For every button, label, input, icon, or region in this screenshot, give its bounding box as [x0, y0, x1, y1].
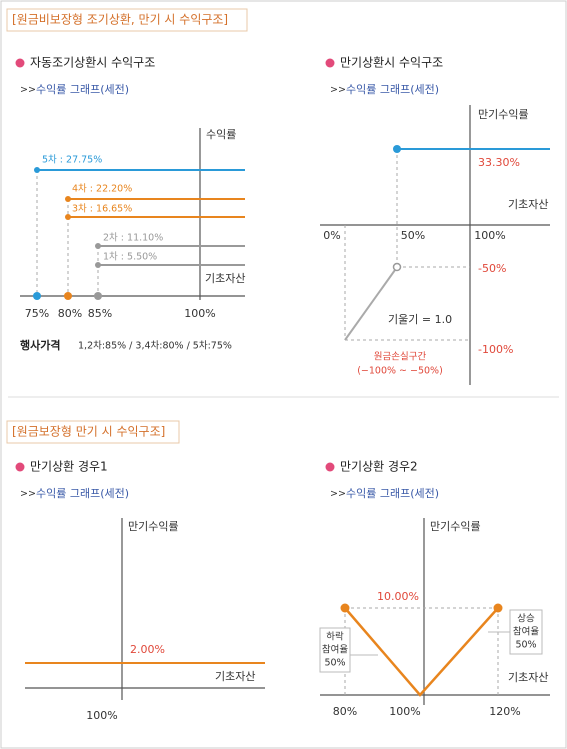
note: 1,2차:85% / 3,4차:80% / 5차:75% [78, 340, 232, 352]
x-label: 기초자산 [508, 671, 548, 684]
dot [393, 145, 401, 153]
heading: 만기상환 경우2 [340, 460, 418, 474]
x-tick: 50% [401, 229, 425, 242]
x-tick: 80% [333, 705, 357, 718]
bullet [15, 58, 25, 68]
sub-marker: >> [330, 85, 346, 96]
sub-heading: 수익률 그래프(세전) [36, 83, 129, 96]
sub-heading: 수익률 그래프(세전) [346, 487, 439, 500]
bullet [325, 462, 335, 472]
heading: 자동조기상환시 수익구조 [30, 56, 155, 70]
sub-marker: >> [20, 85, 36, 96]
sub-marker: >> [330, 489, 346, 500]
dot [94, 292, 102, 300]
dot [392, 262, 402, 272]
value-label: 33.30% [478, 156, 520, 169]
x-tick: 100% [184, 307, 215, 320]
x-tick: 100% [86, 709, 117, 722]
dot [340, 603, 350, 613]
value-label: 10.00% [377, 590, 419, 603]
line-label: 3차 : 16.65% [72, 203, 132, 215]
callout-box [319, 627, 351, 673]
value-label: -100% [478, 343, 513, 356]
y-label: 만기수익률 [128, 520, 179, 533]
section-box [6, 8, 248, 32]
callout-text: 하락 [326, 631, 344, 643]
heading: 만기상환시 수익구조 [340, 56, 443, 70]
callout-text: 참여율 [322, 644, 348, 656]
y-label: 만기수익률 [478, 108, 529, 121]
x-label: 기초자산 [508, 198, 548, 211]
slope-label: 기울기 = 1.0 [388, 313, 452, 326]
value-label: -50% [478, 262, 506, 275]
section-title: [원금비보장형 조기상환, 만기 시 수익구조] [12, 13, 228, 27]
x-tick: 85% [88, 307, 112, 320]
heading: 만기상환 경우1 [30, 460, 108, 474]
x-tick: 100% [389, 705, 420, 718]
loss-range: (−100% ~ −50%) [357, 366, 443, 377]
line-label: 1차 : 5.50% [103, 251, 157, 263]
x-tick: 80% [58, 307, 82, 320]
callout-text: 50% [324, 658, 345, 669]
line-label: 5차 : 27.75% [42, 154, 102, 166]
payoff-line [344, 607, 499, 697]
dot [65, 196, 71, 202]
payoff-line [344, 269, 396, 341]
sub-marker: >> [20, 489, 36, 500]
line-label: 4차 : 22.20% [72, 183, 132, 195]
x-tick: 120% [489, 705, 520, 718]
y-label: 수익률 [206, 128, 236, 141]
section-box [6, 420, 180, 444]
callout-text: 상승 [517, 614, 535, 625]
dot [493, 603, 503, 613]
x-label: 기초자산 [215, 670, 255, 683]
section-title: [원금보장형 만기 시 수익구조] [12, 425, 165, 439]
dot [64, 292, 72, 300]
line-label: 2차 : 11.10% [103, 232, 163, 244]
callout-text: 참여율 [513, 626, 539, 638]
x-tick: 0% [323, 229, 340, 242]
callout-text: 50% [515, 640, 536, 651]
value-label: 2.00% [130, 643, 165, 656]
bullet [15, 462, 25, 472]
x-label: 기초자산 [205, 272, 245, 285]
y-label: 만기수익률 [430, 520, 481, 533]
dot [95, 243, 101, 249]
x-tick: 100% [474, 229, 505, 242]
x-tick: 75% [25, 307, 49, 320]
loss-zone: 원금손실구간 [374, 352, 427, 363]
sub-heading: 수익률 그래프(세전) [346, 83, 439, 96]
sub-heading: 수익률 그래프(세전) [36, 487, 129, 500]
dot [95, 262, 101, 268]
dot [65, 214, 71, 220]
bullet [325, 58, 335, 68]
dot [34, 167, 40, 173]
note-label: 행사가격 [20, 338, 60, 352]
dot [33, 292, 41, 300]
